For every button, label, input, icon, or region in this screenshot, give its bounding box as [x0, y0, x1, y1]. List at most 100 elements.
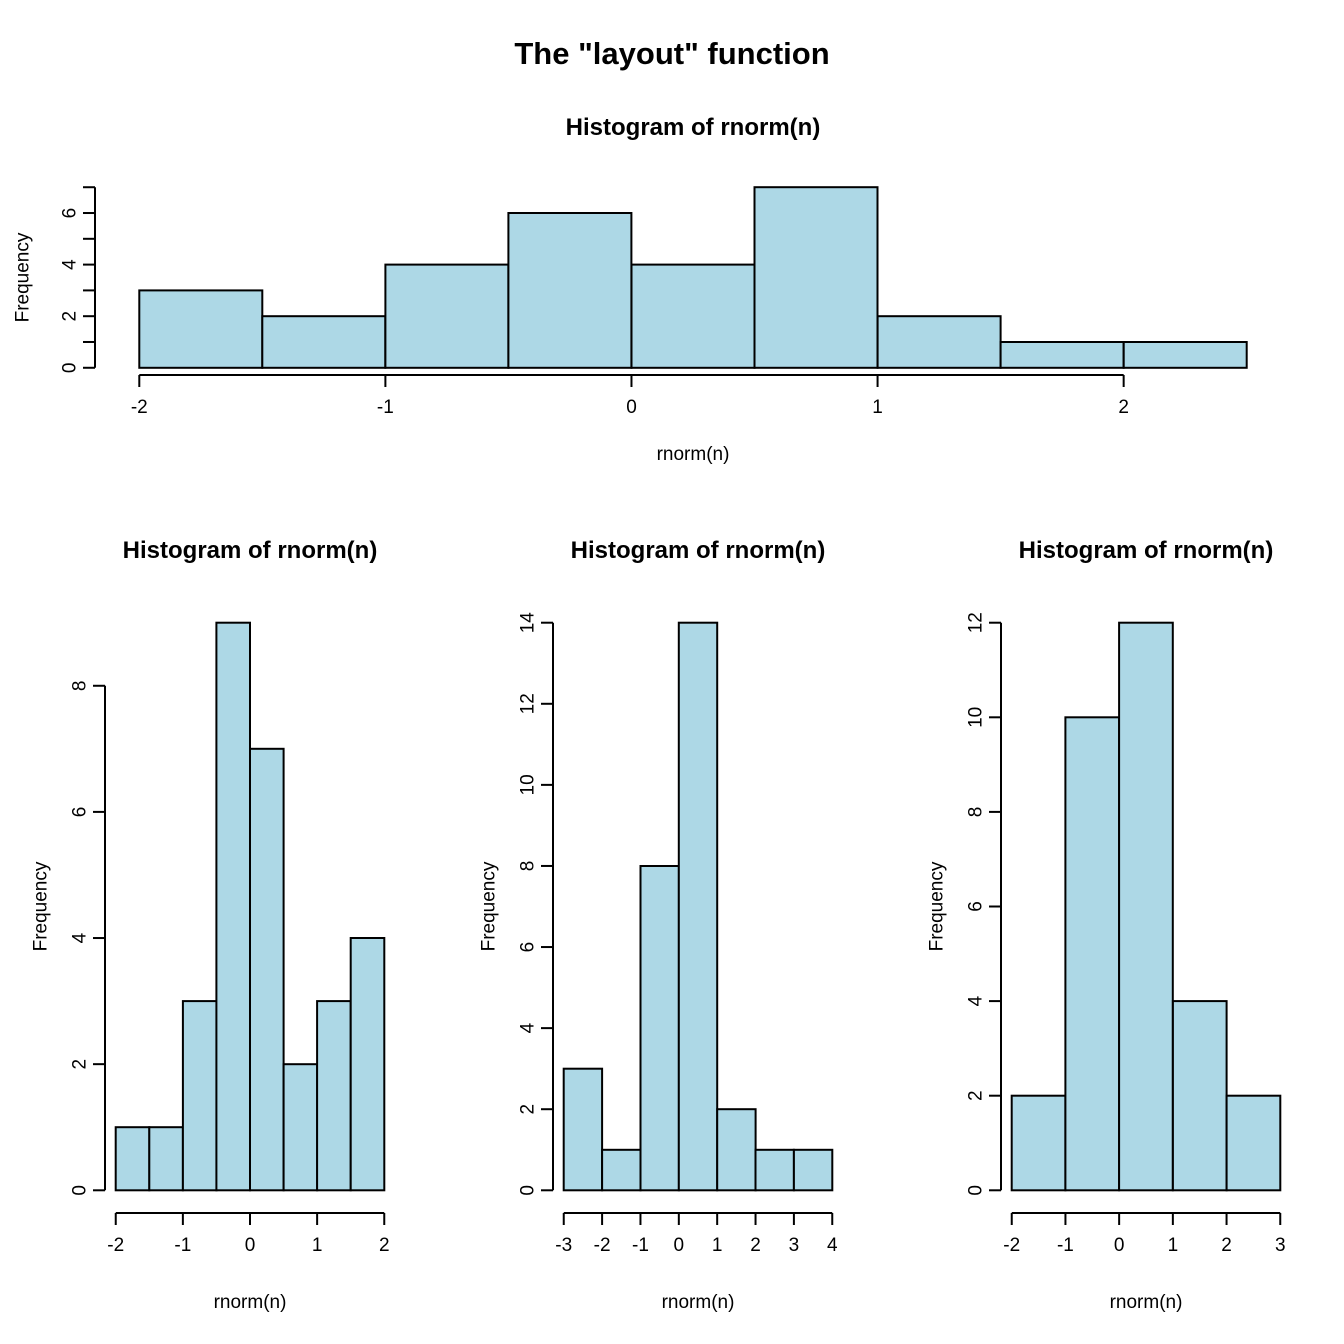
y-tick-label: 6 [518, 942, 539, 953]
y-tick-label: 6 [966, 901, 987, 912]
histogram-bars [1010, 621, 1282, 1192]
y-tick-label: 2 [518, 1104, 539, 1115]
histogram-bars [114, 621, 386, 1192]
y-tick-label: 0 [518, 1185, 539, 1196]
x-tick-label: -1 [632, 1235, 649, 1256]
histogram-bars [562, 621, 834, 1192]
x-tick-label: -2 [131, 397, 148, 418]
y-tick-label: 0 [70, 1185, 91, 1196]
y-axis: 0 2 4 6 8 [70, 680, 106, 1196]
y-tick-label: 2 [70, 1059, 91, 1070]
y-axis: 0 2 4 6 [60, 186, 96, 373]
x-axis: -3 -2 -1 0 1 2 3 4 [555, 1212, 838, 1256]
x-tick-label: 0 [626, 397, 637, 418]
x-tick-label: -2 [594, 1235, 611, 1256]
histogram-bar [601, 1148, 642, 1192]
x-axis-label: rnorm(n) [1110, 1292, 1183, 1313]
x-tick-label: 2 [379, 1235, 390, 1256]
y-tick-label: 4 [70, 932, 91, 943]
histogram-bar [249, 747, 285, 1192]
histogram-bar [716, 1108, 757, 1192]
y-axis: 0 2 4 6 8 10 12 [966, 612, 1002, 1196]
x-axis: -2 -1 0 1 2 [107, 1212, 390, 1256]
y-tick-label: 2 [966, 1090, 987, 1101]
chart-title: Histogram of rnorm(n) [1019, 537, 1274, 564]
histogram-bar [114, 1126, 151, 1192]
histogram-bar [138, 289, 264, 369]
chart-title: Histogram of rnorm(n) [123, 537, 378, 564]
x-tick-label: -3 [555, 1235, 572, 1256]
x-tick-label: 2 [750, 1235, 761, 1256]
x-tick-label: 4 [827, 1235, 838, 1256]
y-axis-label: Frequency [479, 861, 500, 951]
chart-title: Histogram of rnorm(n) [566, 114, 821, 141]
x-tick-label: 1 [1168, 1235, 1179, 1256]
histogram-bar [261, 315, 387, 369]
histogram-bar [1225, 1094, 1282, 1192]
histogram-bar [316, 1000, 352, 1192]
x-tick-label: 0 [674, 1235, 685, 1256]
histogram-bar [677, 621, 719, 1192]
histogram-top: -2 -1 0 1 2 0 2 4 6 Histogram of rnorm(n) rnorm(n)… [13, 114, 1248, 465]
histogram-bar [349, 937, 386, 1192]
y-tick-label: 8 [70, 680, 91, 691]
y-axis: 0 2 4 6 8 10 12 14 [518, 612, 554, 1196]
y-tick-label: 0 [966, 1185, 987, 1196]
chart-title: Histogram of rnorm(n) [571, 537, 826, 564]
histogram-bar [1064, 716, 1121, 1192]
histogram-bar [1122, 341, 1248, 369]
histogram-bar [876, 315, 1002, 369]
x-tick-label: 0 [1114, 1235, 1125, 1256]
y-tick-label: 6 [70, 807, 91, 818]
histogram-bars [138, 186, 1248, 369]
histogram-bar [753, 186, 879, 369]
y-tick-label: 10 [966, 707, 987, 728]
x-tick-label: -2 [107, 1235, 124, 1256]
y-tick-label: 8 [966, 807, 987, 818]
histogram-bar [507, 212, 633, 369]
histogram-bar [148, 1126, 184, 1192]
y-tick-label: 4 [518, 1022, 539, 1033]
y-tick-label: 8 [518, 861, 539, 872]
histogram-bottom-left: -2 -1 0 1 2 0 2 4 6 8 Histogram of rnorm(n) rnorm(n… [31, 537, 390, 1313]
y-axis-label: Frequency [927, 861, 948, 951]
histogram-bar [630, 263, 756, 369]
x-axis-label: rnorm(n) [657, 444, 730, 465]
x-axis-label: rnorm(n) [662, 1292, 735, 1313]
x-axis-label: rnorm(n) [214, 1292, 287, 1313]
histogram-bar [215, 621, 251, 1192]
histogram-bar [639, 865, 680, 1192]
x-tick-label: -1 [1057, 1235, 1074, 1256]
x-axis: -2 -1 0 1 2 3 [1003, 1212, 1286, 1256]
x-tick-label: -1 [377, 397, 394, 418]
x-tick-label: 0 [245, 1235, 256, 1256]
y-axis-label: Frequency [31, 861, 52, 951]
x-tick-label: 1 [872, 397, 883, 418]
x-tick-label: -2 [1003, 1235, 1020, 1256]
figure-title: The "layout" function [514, 36, 830, 71]
y-tick-label: 14 [518, 612, 539, 634]
histogram-bar [1171, 1000, 1228, 1192]
y-axis-label: Frequency [13, 232, 34, 322]
histogram-bar [384, 263, 510, 369]
histogram-bar [1010, 1094, 1067, 1192]
histogram-bar [282, 1063, 319, 1192]
y-tick-label: 2 [60, 311, 81, 322]
x-axis: -2 -1 0 1 2 [131, 374, 1129, 418]
histogram-bar [792, 1148, 834, 1192]
x-tick-label: 3 [789, 1235, 800, 1256]
y-tick-label: 0 [60, 362, 81, 373]
y-tick-label: 10 [518, 774, 539, 795]
y-tick-label: 12 [966, 612, 987, 633]
x-tick-label: 3 [1275, 1235, 1286, 1256]
histogram-bar [181, 1000, 218, 1192]
y-tick-label: 6 [60, 208, 81, 219]
histogram-bar [1118, 621, 1174, 1192]
x-tick-label: 1 [312, 1235, 323, 1256]
x-tick-label: -1 [174, 1235, 191, 1256]
histogram-bar [754, 1148, 795, 1192]
y-tick-label: 4 [966, 995, 987, 1006]
